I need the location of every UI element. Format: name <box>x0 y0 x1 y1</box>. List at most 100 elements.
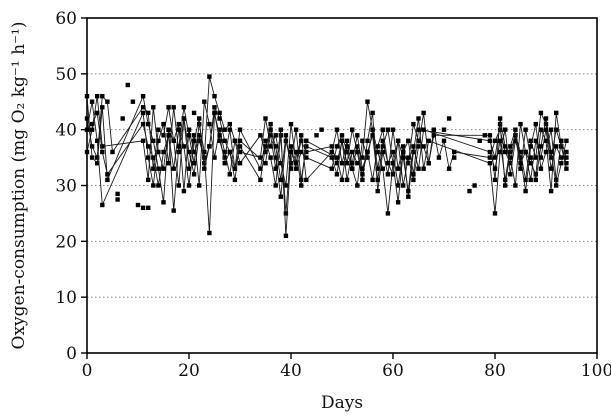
data-point <box>492 138 498 143</box>
data-point <box>401 144 406 149</box>
data-point <box>268 121 273 127</box>
data-point <box>350 149 355 155</box>
data-point <box>365 99 370 104</box>
data-point <box>140 138 146 143</box>
data-point <box>95 161 100 166</box>
data-point <box>401 183 406 188</box>
data-point <box>273 183 278 188</box>
data-point <box>339 133 345 138</box>
data-point <box>100 144 105 149</box>
data-point <box>406 138 411 143</box>
isolated-data-point <box>304 138 309 143</box>
data-point <box>171 166 176 171</box>
data-point <box>161 149 166 155</box>
data-point <box>299 183 304 188</box>
data-point <box>375 144 380 149</box>
data-point <box>166 161 171 166</box>
data-point <box>518 166 523 171</box>
data-point <box>431 127 436 132</box>
data-point <box>176 121 181 127</box>
data-point <box>186 127 192 132</box>
data-point <box>452 149 457 155</box>
data-point <box>191 161 197 166</box>
data-point <box>564 138 569 143</box>
data-point <box>263 144 268 149</box>
data-point <box>487 155 493 160</box>
data-point <box>232 166 238 171</box>
data-point <box>304 155 309 160</box>
data-point <box>207 121 212 127</box>
data-point <box>202 166 207 171</box>
data-point <box>222 161 227 166</box>
data-point <box>411 144 416 149</box>
data-point <box>416 166 421 171</box>
data-point <box>186 166 192 171</box>
isolated-data-point <box>115 191 120 197</box>
data-point <box>176 127 181 132</box>
data-point <box>293 127 299 132</box>
series-line-3 <box>86 101 567 214</box>
data-point <box>140 110 146 116</box>
isolated-data-point <box>472 183 477 188</box>
data-point <box>222 127 227 132</box>
data-point <box>212 110 217 116</box>
data-point <box>365 149 370 155</box>
data-point <box>513 127 518 132</box>
data-point <box>355 161 360 166</box>
data-point <box>334 161 340 166</box>
data-point <box>385 127 391 132</box>
data-point <box>355 144 360 149</box>
data-point <box>554 110 559 116</box>
data-point <box>166 127 171 132</box>
data-point <box>207 230 212 236</box>
data-point <box>365 155 370 160</box>
data-point <box>156 166 161 171</box>
data-point <box>421 166 426 171</box>
data-point <box>202 161 207 166</box>
data-point <box>416 144 421 149</box>
data-point <box>528 144 533 149</box>
data-point <box>304 149 309 155</box>
data-point <box>273 144 278 149</box>
y-tick-label: 10 <box>55 288 77 308</box>
data-point <box>299 177 304 183</box>
isolated-data-point <box>191 110 197 116</box>
data-point <box>95 155 100 160</box>
data-point <box>360 172 365 177</box>
data-point <box>411 149 416 155</box>
data-point <box>492 211 498 216</box>
data-point <box>151 105 156 110</box>
data-point <box>212 94 217 99</box>
data-point <box>263 116 268 121</box>
data-point <box>156 183 161 188</box>
isolated-data-point <box>140 205 146 210</box>
data-point <box>273 133 278 138</box>
isolated-data-point <box>135 202 141 208</box>
data-point <box>518 149 523 155</box>
data-point <box>100 105 105 110</box>
data-point <box>503 149 508 155</box>
data-point <box>559 161 564 166</box>
isolated-data-point <box>314 133 319 138</box>
data-point <box>538 127 544 132</box>
y-tick-label: 60 <box>55 9 77 29</box>
data-point <box>146 121 151 127</box>
data-point <box>283 211 289 216</box>
isolated-data-point <box>452 155 457 160</box>
data-point <box>161 133 166 138</box>
data-point <box>334 144 340 149</box>
data-point <box>543 127 549 132</box>
data-point <box>156 127 161 132</box>
data-point <box>441 138 447 143</box>
data-point <box>176 144 181 149</box>
data-point <box>518 155 523 160</box>
data-point <box>273 155 278 160</box>
data-point <box>523 127 528 132</box>
data-point <box>375 149 380 155</box>
data-point <box>89 99 95 104</box>
data-point <box>487 133 493 138</box>
data-point <box>497 138 503 143</box>
data-point <box>202 149 207 155</box>
data-point <box>151 155 156 160</box>
